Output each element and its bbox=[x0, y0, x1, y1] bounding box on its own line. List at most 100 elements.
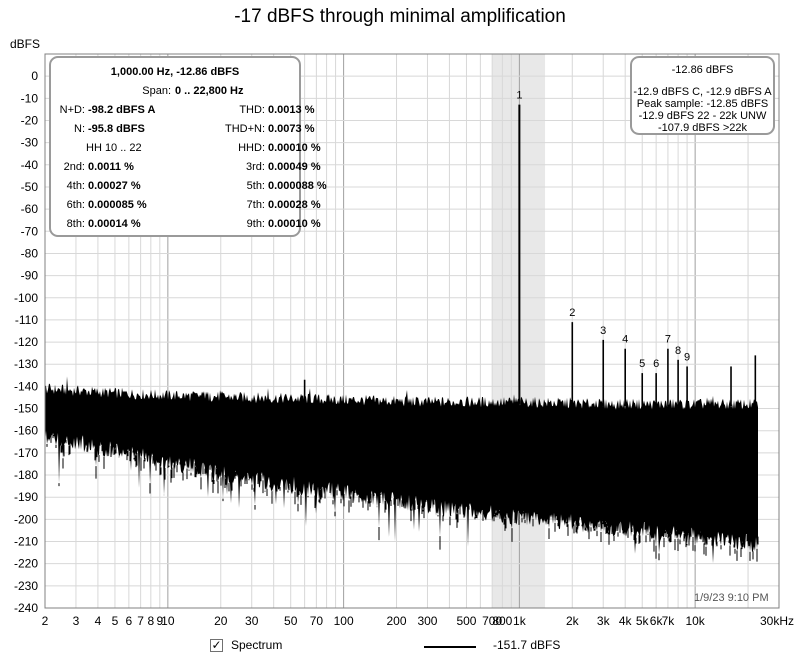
level-line-2: Peak sample: -12.85 dBFS bbox=[636, 98, 769, 110]
noise-floor bbox=[45, 376, 759, 564]
stats-box: 1,000.00 Hz, -12.86 dBFS Span: 0 .. 22,8… bbox=[49, 56, 327, 237]
peak-label: 5 bbox=[639, 358, 645, 370]
peak-label: 6 bbox=[653, 358, 659, 370]
timestamp: 1/9/23 9:10 PM bbox=[694, 592, 769, 604]
x-tick-label: 30kHz bbox=[760, 614, 794, 628]
stats-label: THD+N: bbox=[224, 123, 265, 135]
stats-label: 3rd: bbox=[246, 161, 265, 173]
peak-label: 7 bbox=[665, 334, 671, 346]
peak-label: 1 bbox=[516, 90, 522, 102]
peak-label: 2 bbox=[569, 307, 575, 319]
x-tick-label: 700 bbox=[482, 614, 502, 628]
x-tick-label: 200 bbox=[387, 614, 407, 628]
y-tick-label: -130 bbox=[14, 357, 38, 371]
stats-label: 2nd: bbox=[63, 161, 85, 173]
x-tick-label: 9 bbox=[156, 614, 163, 628]
stats-label: 9th: bbox=[246, 218, 265, 230]
span-label: Span: bbox=[142, 85, 171, 97]
x-tick-label: 6k bbox=[650, 614, 664, 628]
y-tick-label: -40 bbox=[21, 158, 39, 172]
stats-value: 0.00010 % bbox=[268, 218, 321, 230]
y-tick-label: -70 bbox=[21, 224, 39, 238]
x-tick-label: 50 bbox=[284, 614, 298, 628]
y-tick-labels: 0 -10 -20 -30 -40 -50 -60 -70 -80 -90 -100 -110 -120… bbox=[14, 69, 38, 615]
y-tick-label: -200 bbox=[14, 512, 38, 526]
spectrum-checkbox[interactable]: ✓ bbox=[210, 638, 223, 652]
stats-value: 0.0011 % bbox=[88, 161, 134, 173]
level-line-4: -107.9 dBFS >22k bbox=[658, 122, 747, 134]
legend-line-value: -151.7 dBFS bbox=[493, 638, 561, 652]
y-tick-label: -210 bbox=[14, 535, 38, 549]
x-tick-label: 2 bbox=[42, 614, 49, 628]
level-box: -12.86 dBFS -12.9 dBFS C, -12.9 dBFS A P… bbox=[630, 56, 775, 135]
y-tick-label: -160 bbox=[14, 424, 38, 438]
stats-value: 0.000088 % bbox=[268, 180, 327, 192]
y-tick-label: -10 bbox=[21, 91, 39, 105]
stats-label: HHD: bbox=[238, 142, 265, 154]
peak-label: 3 bbox=[600, 325, 606, 337]
x-tick-label: 7 bbox=[137, 614, 144, 628]
y-tick-label: -110 bbox=[15, 313, 38, 327]
y-tick-label: -170 bbox=[14, 446, 38, 460]
y-tick-label: -150 bbox=[14, 402, 38, 416]
stats-label: 5th: bbox=[246, 180, 265, 192]
stats-value: 0.00010 % bbox=[268, 142, 321, 154]
chart-title: -17 dBFS through minimal amplification bbox=[234, 6, 566, 27]
x-tick-label: 800 bbox=[492, 614, 512, 628]
y-tick-label: -180 bbox=[14, 468, 38, 482]
x-tick-label: 10 bbox=[161, 614, 175, 628]
stats-label: THD: bbox=[239, 104, 265, 116]
harmonic-peaks bbox=[303, 104, 757, 407]
x-tick-label: 100 bbox=[334, 614, 354, 628]
stats-value: 0.0013 % bbox=[268, 104, 315, 116]
y-tick-label: -50 bbox=[21, 180, 39, 194]
stats-value: -95.8 dBFS bbox=[88, 123, 145, 135]
y-tick-label: -30 bbox=[21, 136, 39, 150]
x-tick-label: 10k bbox=[685, 614, 705, 628]
x-tick-label: 500 bbox=[456, 614, 476, 628]
stats-value: 0.00027 % bbox=[88, 180, 141, 192]
x-tick-label: 70 bbox=[310, 614, 324, 628]
stats-value: 0.00028 % bbox=[268, 199, 321, 211]
stats-value: 0.000085 % bbox=[88, 199, 147, 211]
y-axis-label: dBFS bbox=[10, 37, 41, 51]
y-tick-label: -90 bbox=[21, 269, 39, 283]
x-tick-label: 3 bbox=[73, 614, 80, 628]
x-tick-label: 1k bbox=[513, 614, 527, 628]
stats-value: -98.2 dBFS A bbox=[88, 104, 156, 116]
plot-border bbox=[44, 53, 780, 609]
spectrum-legend-label[interactable]: Spectrum bbox=[231, 638, 283, 652]
stats-label: HH 10 .. 22 bbox=[86, 142, 142, 154]
x-tick-label: 300 bbox=[417, 614, 437, 628]
x-tick-label: 4k bbox=[619, 614, 633, 628]
y-tick-label: -120 bbox=[14, 335, 38, 349]
legend-line-swatch bbox=[424, 646, 476, 648]
x-tick-label: 8 bbox=[147, 614, 154, 628]
plot-frame bbox=[44, 53, 780, 609]
x-tick-label: 2k bbox=[566, 614, 580, 628]
y-tick-label: -80 bbox=[21, 246, 39, 260]
y-tick-label: -190 bbox=[14, 490, 38, 504]
level-line-3: -12.9 dBFS 22 - 22k UNW bbox=[638, 110, 767, 122]
noise-floor-body bbox=[45, 376, 758, 564]
x-tick-label: 5k bbox=[636, 614, 650, 628]
y-tick-label: -20 bbox=[21, 113, 39, 127]
stats-line1: 1,000.00 Hz, -12.86 dBFS bbox=[110, 66, 240, 78]
peak-label: 4 bbox=[622, 334, 628, 346]
stats-label: 7th: bbox=[246, 199, 265, 211]
y-tick-label: 0 bbox=[31, 69, 38, 83]
x-tick-label: 30 bbox=[245, 614, 259, 628]
stats-value: 0.00014 % bbox=[88, 218, 141, 230]
level-main: -12.86 dBFS bbox=[671, 64, 734, 76]
x-tick-label: 7k bbox=[662, 614, 676, 628]
peak-label: 9 bbox=[684, 351, 690, 363]
stats-value: 0.00049 % bbox=[268, 161, 321, 173]
peak-label: 8 bbox=[675, 345, 681, 357]
x-tick-label: 6 bbox=[126, 614, 133, 628]
y-tick-label: -220 bbox=[14, 557, 38, 571]
y-tick-label: -240 bbox=[14, 601, 38, 615]
x-tick-label: 3k bbox=[597, 614, 611, 628]
y-tick-label: -140 bbox=[14, 379, 38, 393]
y-tick-label: -60 bbox=[21, 202, 39, 216]
